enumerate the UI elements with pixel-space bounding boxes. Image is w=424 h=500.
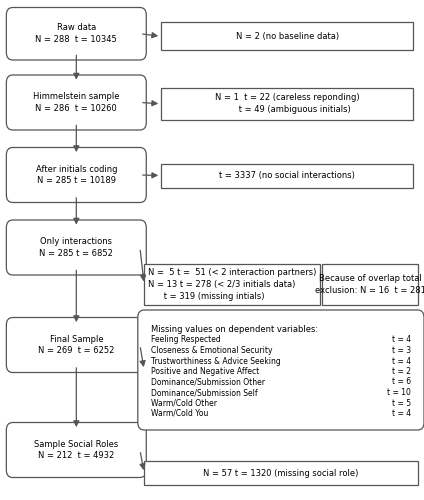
Text: Trustworthiness & Advice Seeking: Trustworthiness & Advice Seeking bbox=[151, 356, 280, 366]
Text: Missing values on dependent variables:: Missing values on dependent variables: bbox=[151, 326, 318, 334]
FancyBboxPatch shape bbox=[144, 461, 418, 485]
Text: t = 6: t = 6 bbox=[392, 378, 411, 386]
Text: t = 3: t = 3 bbox=[392, 346, 411, 355]
Text: After initials coding
N = 285 t = 10189: After initials coding N = 285 t = 10189 bbox=[36, 164, 117, 186]
Text: Because of overlap total
exclusion: N = 16  t = 281: Because of overlap total exclusion: N = … bbox=[315, 274, 424, 295]
Text: t = 2: t = 2 bbox=[392, 367, 411, 376]
FancyBboxPatch shape bbox=[322, 264, 418, 305]
Text: Sample Social Roles
N = 212  t = 4932: Sample Social Roles N = 212 t = 4932 bbox=[34, 440, 118, 460]
FancyBboxPatch shape bbox=[138, 310, 424, 430]
Text: t = 4: t = 4 bbox=[392, 336, 411, 344]
Text: t = 3337 (no social interactions): t = 3337 (no social interactions) bbox=[219, 171, 355, 180]
Text: Only interactions
N = 285 t = 6852: Only interactions N = 285 t = 6852 bbox=[39, 237, 113, 258]
Text: Raw data
N = 288  t = 10345: Raw data N = 288 t = 10345 bbox=[36, 24, 117, 44]
Text: Warm/Cold You: Warm/Cold You bbox=[151, 409, 208, 418]
FancyBboxPatch shape bbox=[144, 264, 320, 305]
FancyBboxPatch shape bbox=[6, 318, 146, 372]
Text: t = 10: t = 10 bbox=[388, 388, 411, 397]
FancyBboxPatch shape bbox=[6, 8, 146, 60]
Text: t = 4: t = 4 bbox=[392, 356, 411, 366]
Text: Closeness & Emotional Security: Closeness & Emotional Security bbox=[151, 346, 272, 355]
Text: N = 2 (no baseline data): N = 2 (no baseline data) bbox=[236, 32, 339, 41]
FancyBboxPatch shape bbox=[161, 164, 413, 188]
Text: N = 1  t = 22 (careless reponding)
      t = 49 (ambiguous initials): N = 1 t = 22 (careless reponding) t = 49… bbox=[215, 94, 360, 114]
FancyBboxPatch shape bbox=[6, 148, 146, 203]
FancyBboxPatch shape bbox=[6, 220, 146, 275]
Text: Final Sample
N = 269  t = 6252: Final Sample N = 269 t = 6252 bbox=[38, 334, 114, 355]
Text: Dominance/Submission Other: Dominance/Submission Other bbox=[151, 378, 265, 386]
Text: t = 4: t = 4 bbox=[392, 409, 411, 418]
Text: t = 5: t = 5 bbox=[392, 398, 411, 407]
Text: Warm/Cold Other: Warm/Cold Other bbox=[151, 398, 217, 407]
Text: Dominance/Submission Self: Dominance/Submission Self bbox=[151, 388, 257, 397]
FancyBboxPatch shape bbox=[6, 422, 146, 478]
Text: N = 57 t = 1320 (missing social role): N = 57 t = 1320 (missing social role) bbox=[203, 468, 359, 477]
Text: Himmelstein sample
N = 286  t = 10260: Himmelstein sample N = 286 t = 10260 bbox=[33, 92, 120, 113]
Text: Positive and Negative Affect: Positive and Negative Affect bbox=[151, 367, 259, 376]
FancyBboxPatch shape bbox=[161, 88, 413, 120]
FancyBboxPatch shape bbox=[161, 22, 413, 50]
FancyBboxPatch shape bbox=[6, 75, 146, 130]
Text: Feeling Respected: Feeling Respected bbox=[151, 336, 220, 344]
Text: N =  5 t =  51 (< 2 interaction partners)
N = 13 t = 278 (< 2/3 initials data)
 : N = 5 t = 51 (< 2 interaction partners) … bbox=[148, 268, 317, 301]
